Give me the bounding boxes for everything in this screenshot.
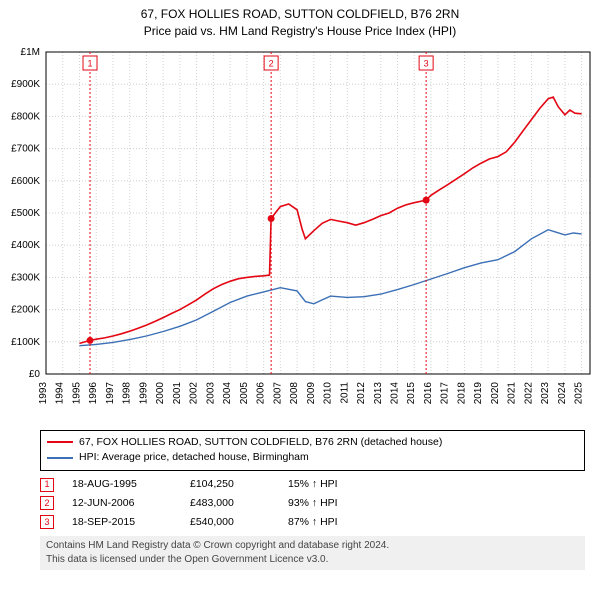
svg-text:2016: 2016 bbox=[423, 381, 434, 404]
svg-text:2003: 2003 bbox=[205, 381, 216, 404]
svg-text:2022: 2022 bbox=[523, 381, 534, 404]
svg-text:3: 3 bbox=[424, 58, 429, 68]
svg-text:£300K: £300K bbox=[11, 272, 40, 283]
svg-text:2005: 2005 bbox=[239, 381, 250, 404]
svg-text:2007: 2007 bbox=[272, 381, 283, 404]
sale-delta: 93% ↑ HPI bbox=[288, 494, 398, 513]
svg-text:2018: 2018 bbox=[456, 381, 467, 404]
svg-text:2: 2 bbox=[269, 58, 274, 68]
svg-text:2008: 2008 bbox=[289, 381, 300, 404]
svg-text:2009: 2009 bbox=[306, 381, 317, 404]
svg-text:£400K: £400K bbox=[11, 240, 40, 251]
svg-text:£500K: £500K bbox=[11, 208, 40, 219]
legend-row-hpi: HPI: Average price, detached house, Birm… bbox=[47, 450, 578, 466]
sale-delta: 15% ↑ HPI bbox=[288, 475, 398, 494]
svg-text:2000: 2000 bbox=[155, 381, 166, 404]
title-line-1: 67, FOX HOLLIES ROAD, SUTTON COLDFIELD, … bbox=[0, 6, 600, 23]
svg-text:2010: 2010 bbox=[323, 381, 334, 404]
svg-text:2015: 2015 bbox=[406, 381, 417, 404]
legend-swatch-property bbox=[47, 441, 73, 443]
svg-text:2019: 2019 bbox=[473, 381, 484, 404]
chart-area: £0 £100K £200K £300K £400K £500K £600K £700K £80… bbox=[0, 44, 600, 424]
svg-text:£800K: £800K bbox=[11, 111, 40, 122]
table-row: 1 18-AUG-1995 £104,250 15% ↑ HPI bbox=[40, 475, 585, 494]
svg-text:2013: 2013 bbox=[373, 381, 384, 404]
table-row: 3 18-SEP-2015 £540,000 87% ↑ HPI bbox=[40, 513, 585, 532]
svg-text:1994: 1994 bbox=[55, 381, 66, 404]
svg-text:1996: 1996 bbox=[88, 381, 99, 404]
svg-text:£200K: £200K bbox=[11, 304, 40, 315]
sale-price: £483,000 bbox=[190, 494, 270, 513]
footer-line-1: Contains HM Land Registry data © Crown c… bbox=[46, 539, 579, 553]
legend: 67, FOX HOLLIES ROAD, SUTTON COLDFIELD, … bbox=[40, 430, 585, 472]
legend-row-property: 67, FOX HOLLIES ROAD, SUTTON COLDFIELD, … bbox=[47, 435, 578, 451]
svg-text:£0: £0 bbox=[29, 369, 41, 380]
chart-svg: £0 £100K £200K £300K £400K £500K £600K £700K £80… bbox=[0, 44, 600, 424]
svg-text:2011: 2011 bbox=[339, 381, 350, 403]
svg-text:1995: 1995 bbox=[71, 381, 82, 404]
sale-date: 18-AUG-1995 bbox=[72, 475, 172, 494]
svg-text:2004: 2004 bbox=[222, 381, 233, 404]
chart-container: 67, FOX HOLLIES ROAD, SUTTON COLDFIELD, … bbox=[0, 0, 600, 590]
sale-marker-1: 1 bbox=[40, 478, 54, 492]
legend-swatch-hpi bbox=[47, 457, 73, 459]
footer-line-2: This data is licensed under the Open Gov… bbox=[46, 553, 579, 567]
svg-text:2006: 2006 bbox=[256, 381, 267, 404]
svg-text:2001: 2001 bbox=[172, 381, 183, 404]
svg-text:£1M: £1M bbox=[21, 47, 40, 58]
svg-text:£900K: £900K bbox=[11, 79, 40, 90]
sale-price: £540,000 bbox=[190, 513, 270, 532]
sale-delta: 87% ↑ HPI bbox=[288, 513, 398, 532]
sale-marker-3: 3 bbox=[40, 515, 54, 529]
svg-text:£700K: £700K bbox=[11, 143, 40, 154]
svg-text:2002: 2002 bbox=[189, 381, 200, 404]
legend-label-property: 67, FOX HOLLIES ROAD, SUTTON COLDFIELD, … bbox=[79, 435, 442, 451]
svg-text:1998: 1998 bbox=[122, 381, 133, 404]
svg-text:£100K: £100K bbox=[11, 336, 40, 347]
sale-marker-2: 2 bbox=[40, 496, 54, 510]
sale-price: £104,250 bbox=[190, 475, 270, 494]
svg-text:2023: 2023 bbox=[540, 381, 551, 404]
svg-text:1: 1 bbox=[88, 58, 93, 68]
svg-text:2021: 2021 bbox=[507, 381, 518, 404]
svg-text:2014: 2014 bbox=[390, 381, 401, 404]
sales-table: 1 18-AUG-1995 £104,250 15% ↑ HPI 2 12-JU… bbox=[40, 475, 585, 532]
table-row: 2 12-JUN-2006 £483,000 93% ↑ HPI bbox=[40, 494, 585, 513]
svg-text:2020: 2020 bbox=[490, 381, 501, 404]
sale-date: 12-JUN-2006 bbox=[72, 494, 172, 513]
svg-text:2012: 2012 bbox=[356, 381, 367, 404]
title-line-2: Price paid vs. HM Land Registry's House … bbox=[0, 23, 600, 40]
sale-date: 18-SEP-2015 bbox=[72, 513, 172, 532]
svg-text:1997: 1997 bbox=[105, 381, 116, 404]
svg-text:1993: 1993 bbox=[38, 381, 49, 404]
svg-text:2024: 2024 bbox=[557, 381, 568, 404]
svg-text:£600K: £600K bbox=[11, 175, 40, 186]
svg-text:1999: 1999 bbox=[138, 381, 149, 404]
svg-text:2017: 2017 bbox=[440, 381, 451, 404]
footer-attribution: Contains HM Land Registry data © Crown c… bbox=[40, 536, 585, 570]
title-block: 67, FOX HOLLIES ROAD, SUTTON COLDFIELD, … bbox=[0, 0, 600, 44]
svg-text:2025: 2025 bbox=[574, 381, 585, 404]
legend-label-hpi: HPI: Average price, detached house, Birm… bbox=[79, 450, 309, 466]
